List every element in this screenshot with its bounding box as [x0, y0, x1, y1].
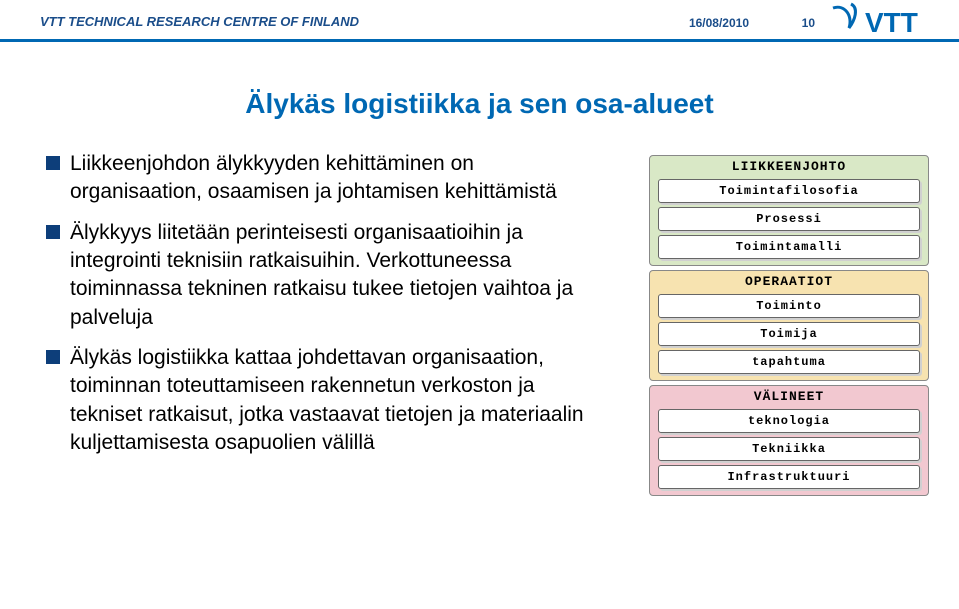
- vtt-logo: VTT: [831, 2, 941, 40]
- bullet-text: Älykäs logistiikka kattaa johdettavan or…: [70, 344, 606, 457]
- slide-title: Älykäs logistiikka ja sen osa-alueet: [0, 88, 959, 120]
- diagram-layer-box: OPERAATIOTToiminto Toimija tapahtuma: [649, 270, 929, 381]
- org-name: VTT TECHNICAL RESEARCH CENTRE OF FINLAND: [40, 14, 359, 29]
- diagram-layer-box: VÄLINEETteknologia Tekniikka Infrastruktuu…: [649, 385, 929, 496]
- diagram-layer: VÄLINEETteknologia Tekniikka Infrastruktuu…: [649, 385, 929, 496]
- bullet-item: Liikkeenjohdon älykkyyden kehittäminen o…: [46, 150, 606, 207]
- diagram-layer-header: OPERAATIOT: [650, 271, 928, 292]
- diagram-item: teknologia: [658, 409, 920, 433]
- concept-diagram: LIIKKEENJOHTOToimintafilosofiaProsessiTo…: [649, 155, 929, 500]
- diagram-layer-header: LIIKKEENJOHTO: [650, 156, 928, 177]
- diagram-item: Toimija: [658, 322, 920, 346]
- diagram-item: Infrastruktuuri: [658, 465, 920, 489]
- diagram-layer-box: LIIKKEENJOHTOToimintafilosofiaProsessiTo…: [649, 155, 929, 266]
- slide-header: VTT TECHNICAL RESEARCH CENTRE OF FINLAND…: [0, 0, 959, 42]
- bullet-text: Älykkyys liitetään perinteisesti organis…: [70, 219, 606, 332]
- bullet-marker-icon: [46, 225, 60, 239]
- slide-date: 16/08/2010: [689, 16, 749, 30]
- diagram-item: Tekniikka: [658, 437, 920, 461]
- bullet-list: Liikkeenjohdon älykkyyden kehittäminen o…: [46, 150, 606, 469]
- diagram-item: tapahtuma: [658, 350, 920, 374]
- bullet-marker-icon: [46, 156, 60, 170]
- logo-text: VTT: [865, 7, 918, 38]
- diagram-layer: OPERAATIOTToiminto Toimija tapahtuma: [649, 270, 929, 381]
- diagram-layer-items: Toiminto Toimija tapahtuma: [650, 292, 928, 380]
- bullet-marker-icon: [46, 350, 60, 364]
- diagram-item: Toimintamalli: [658, 235, 920, 259]
- diagram-layer-items: teknologia Tekniikka Infrastruktuuri: [650, 407, 928, 495]
- slide-page-number: 10: [802, 16, 815, 30]
- diagram-layer: LIIKKEENJOHTOToimintafilosofiaProsessiTo…: [649, 155, 929, 266]
- bullet-item: Älykäs logistiikka kattaa johdettavan or…: [46, 344, 606, 457]
- diagram-item: Prosessi: [658, 207, 920, 231]
- diagram-layer-items: Toimintafilosofia Prosessi Toimintamalli: [650, 177, 928, 265]
- diagram-layer-header: VÄLINEET: [650, 386, 928, 407]
- bullet-item: Älykkyys liitetään perinteisesti organis…: [46, 219, 606, 332]
- bullet-text: Liikkeenjohdon älykkyyden kehittäminen o…: [70, 150, 606, 207]
- diagram-item: Toiminto: [658, 294, 920, 318]
- diagram-item: Toimintafilosofia: [658, 179, 920, 203]
